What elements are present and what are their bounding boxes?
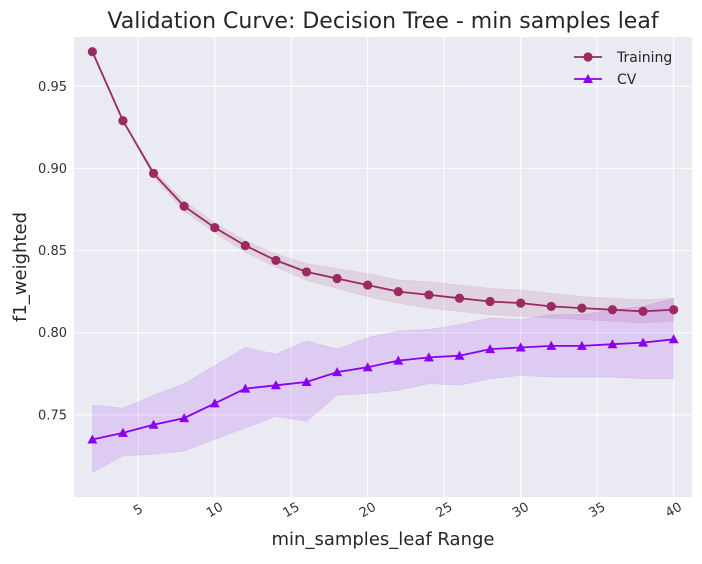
point-cv bbox=[209, 398, 220, 408]
point-training bbox=[393, 287, 403, 297]
line-training bbox=[91, 51, 674, 313]
y-axis-title: f1_weighted bbox=[10, 212, 31, 322]
point-cv bbox=[423, 352, 434, 362]
legend-training-label: Training bbox=[616, 50, 672, 66]
series-lines bbox=[91, 51, 674, 441]
point-cv bbox=[240, 383, 251, 393]
x-tick-label: 5 bbox=[131, 502, 146, 519]
point-training bbox=[332, 273, 342, 284]
point-training bbox=[118, 116, 128, 126]
point-cv bbox=[362, 362, 373, 372]
series-markers bbox=[87, 47, 679, 444]
point-cv bbox=[638, 337, 649, 347]
y-tick-label: 0.75 bbox=[38, 408, 67, 423]
point-cv bbox=[148, 419, 159, 429]
x-tick-label: 25 bbox=[434, 500, 456, 521]
point-training bbox=[210, 222, 220, 233]
point-training bbox=[454, 293, 465, 303]
point-cv bbox=[546, 340, 557, 350]
point-cv bbox=[179, 413, 190, 423]
chart-title: Validation Curve: Decision Tree - min sa… bbox=[107, 9, 659, 34]
point-cv bbox=[301, 377, 312, 386]
y-tick-label: 0.85 bbox=[38, 244, 67, 259]
point-cv bbox=[393, 355, 404, 365]
point-cv bbox=[332, 367, 343, 377]
point-cv bbox=[87, 434, 98, 444]
legend-training-marker bbox=[583, 52, 593, 62]
point-cv bbox=[117, 427, 128, 437]
x-tick-label: 35 bbox=[586, 500, 608, 521]
point-cv bbox=[515, 342, 526, 352]
point-training bbox=[577, 303, 587, 313]
y-tick-label: 0.80 bbox=[38, 326, 67, 341]
x-axis-title: min_samples_leaf Range bbox=[272, 529, 495, 550]
point-training bbox=[363, 280, 373, 290]
y-tick-label: 0.95 bbox=[38, 80, 67, 95]
x-tick-label: 10 bbox=[204, 500, 226, 521]
point-training bbox=[179, 201, 189, 211]
point-cv bbox=[607, 339, 618, 349]
y-tick-label: 0.90 bbox=[38, 162, 67, 177]
point-cv bbox=[668, 334, 679, 344]
point-training bbox=[638, 306, 648, 316]
point-training bbox=[148, 168, 159, 178]
point-training bbox=[271, 255, 281, 266]
point-cv bbox=[454, 350, 465, 360]
point-training bbox=[87, 47, 97, 57]
point-cv bbox=[485, 344, 496, 354]
x-tick-label: 30 bbox=[510, 500, 532, 521]
point-training bbox=[516, 298, 526, 308]
tick-labels: 5 10 15 20 25 30 35 40 0.75 0.80 0.85 0.90 0.95 bbox=[38, 80, 685, 521]
point-training bbox=[301, 267, 312, 277]
point-training bbox=[240, 241, 250, 251]
point-training bbox=[485, 296, 495, 307]
point-training bbox=[424, 290, 434, 300]
legend-cv-marker bbox=[583, 74, 593, 83]
legend: Training CV bbox=[574, 50, 672, 88]
point-cv bbox=[270, 380, 281, 390]
point-training bbox=[546, 301, 556, 312]
line-cv bbox=[92, 338, 674, 441]
legend-cv-label: CV bbox=[617, 72, 637, 88]
point-training bbox=[607, 305, 618, 315]
x-tick-label: 20 bbox=[357, 500, 379, 521]
point-cv bbox=[576, 340, 587, 350]
x-tick-label: 40 bbox=[663, 500, 685, 521]
band-cv bbox=[92, 297, 674, 473]
x-tick-label: 15 bbox=[281, 500, 303, 521]
point-training bbox=[669, 305, 679, 315]
